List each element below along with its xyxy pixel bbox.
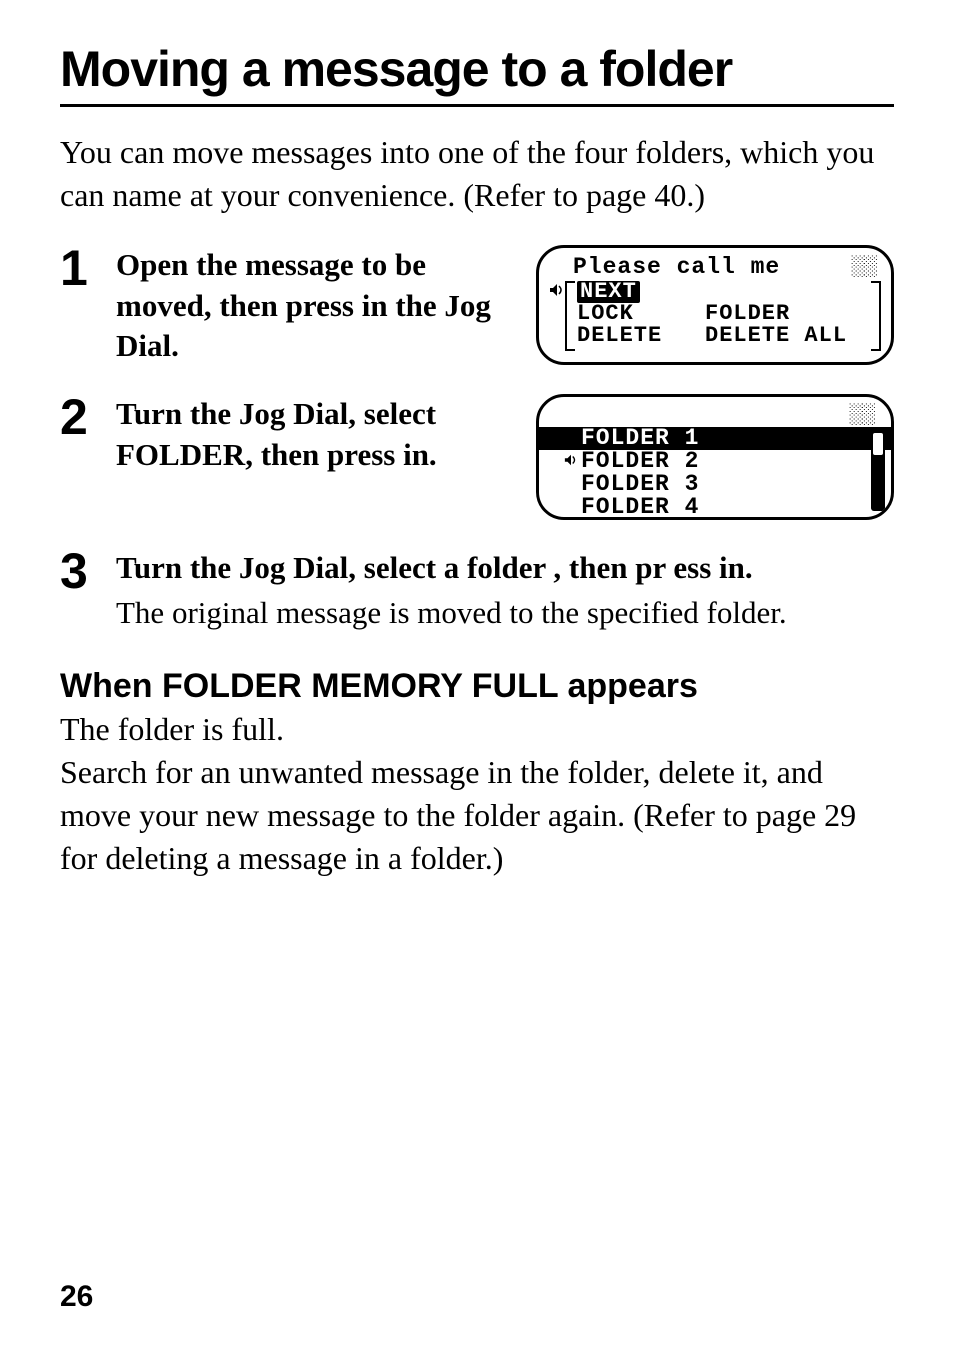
menu-delete-all: DELETE ALL: [705, 325, 847, 347]
bracket-left: [565, 281, 575, 351]
step-3-sub: The original message is moved to the spe…: [116, 593, 894, 633]
step-1-number: 1: [60, 243, 116, 293]
step-1: 1 Open the message to be moved, then pre…: [60, 245, 894, 366]
step-3: 3 Turn the Jog Dial, select a folder , t…: [60, 548, 894, 633]
page-title: Moving a message to a folder: [60, 40, 894, 98]
step-3-text: Turn the Jog Dial, select a folder , the…: [116, 548, 894, 588]
page-number: 26: [60, 1280, 93, 1314]
title-divider: [60, 104, 894, 107]
menu-folder: FOLDER: [705, 303, 790, 325]
screen-1-menu: NEXT LOCKFOLDER DELETEDELETE ALL: [577, 281, 869, 347]
step-2-text: Turn the Jog Dial, select FOLDER, then p…: [116, 394, 518, 475]
section-2-title: When FOLDER MEMORY FULL appears: [60, 667, 894, 706]
signal-icon: ░░: [849, 403, 873, 426]
section-2-p1: The folder is full.: [60, 708, 894, 751]
folder-4: FOLDER 4: [539, 496, 891, 519]
folder-1-selected: FOLDER 1: [539, 427, 891, 450]
section-2-p2: Search for an unwanted message in the fo…: [60, 751, 894, 881]
step-3-number: 3: [60, 546, 116, 596]
step-2-pre: Turn the Jog Dial, select: [116, 396, 436, 431]
sound-icon: [549, 281, 565, 304]
step-2: 2 Turn the Jog Dial, select FOLDER, then…: [60, 394, 894, 520]
step-2-number: 2: [60, 392, 116, 442]
screen-2: ░░ FOLDER 1 FOLDER 2 FOLDER 3 FOLDER 4: [536, 394, 894, 520]
step-2-post: , then press in.: [245, 437, 437, 472]
folder-2: FOLDER 2: [539, 450, 891, 473]
menu-lock: LOCK: [577, 303, 705, 325]
menu-next: NEXT: [577, 281, 640, 303]
screen-1-message: Please call me: [573, 256, 881, 279]
folder-3: FOLDER 3: [539, 473, 891, 496]
step-2-bold: FOLDER: [116, 437, 245, 472]
signal-icon: ░░: [851, 256, 875, 276]
scrollbar: [871, 431, 885, 511]
step-1-text: Open the message to be moved, then press…: [116, 245, 518, 366]
screen-1: ░░ Please call me NEXT LOCKFOLDER DELETE…: [536, 245, 894, 365]
bracket-right: [871, 281, 881, 351]
menu-delete: DELETE: [577, 325, 705, 347]
intro-text: You can move messages into one of the fo…: [60, 131, 894, 217]
